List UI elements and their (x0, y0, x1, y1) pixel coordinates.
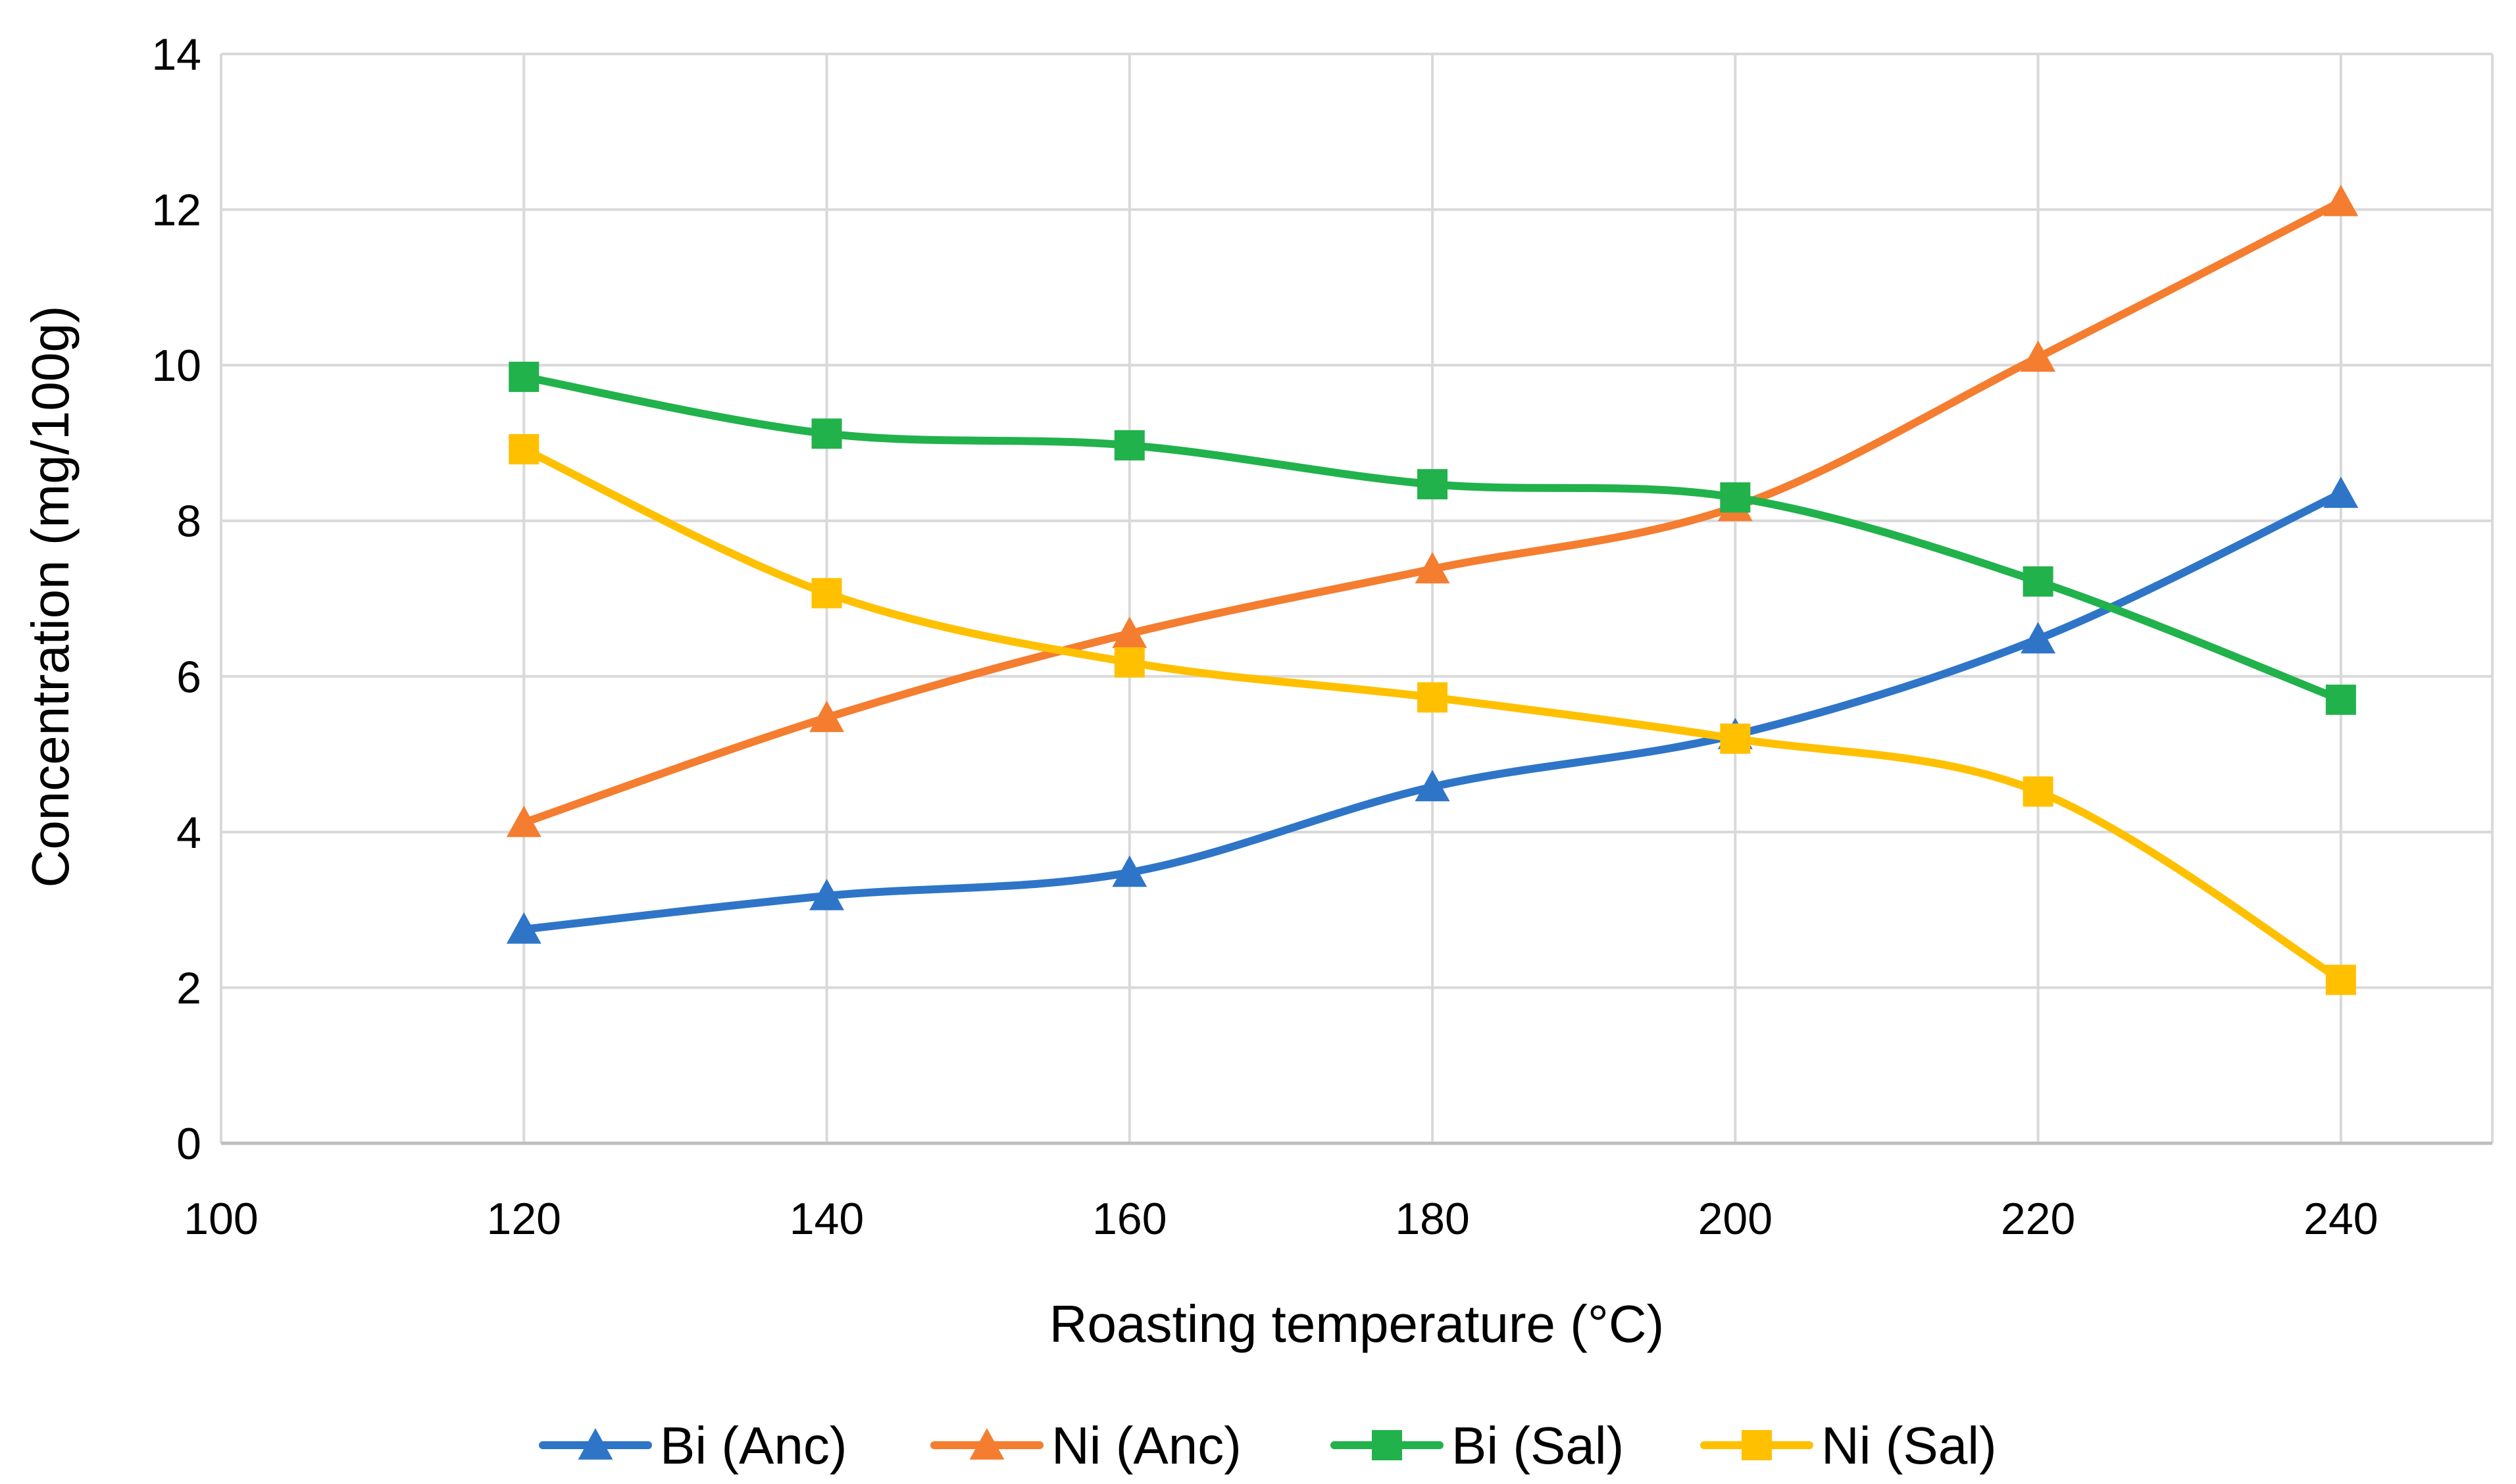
series-ni-sal (509, 433, 2356, 995)
data-point-marker (1720, 482, 1751, 513)
y-tick-label: 6 (176, 652, 201, 702)
data-point-marker (811, 418, 842, 449)
y-tick-labels: 0 2 4 6 8 10 12 14 (151, 30, 201, 1169)
legend-label: Bi (Anc) (660, 1416, 847, 1475)
y-axis-title: Concentration (mg/100g) (21, 306, 80, 888)
legend-item: Ni (Sal) (1700, 1416, 1997, 1475)
data-point-marker (1112, 616, 1147, 649)
legend: Bi (Anc) Ni (Anc) Bi (Sal) Ni (Sal) (539, 1416, 1997, 1475)
x-tick-label: 100 (184, 1194, 258, 1244)
data-point-marker (2325, 964, 2356, 995)
data-point-marker (2021, 622, 2056, 654)
data-point-marker (509, 433, 540, 464)
legend-swatch-marker (1742, 1430, 1772, 1460)
grid-lines (220, 53, 2494, 1143)
y-tick-label: 4 (176, 808, 201, 858)
data-point-marker (2023, 566, 2053, 597)
legend-item: Bi (Anc) (539, 1416, 847, 1475)
x-tick-label: 240 (2303, 1194, 2378, 1244)
legend-item: Bi (Sal) (1330, 1416, 1624, 1475)
series-bi-sal (509, 361, 2356, 715)
data-point-marker (1417, 469, 1448, 500)
data-point-marker (1417, 682, 1448, 713)
y-tick-label: 12 (151, 186, 201, 235)
x-tick-label: 140 (790, 1194, 864, 1244)
data-point-marker (2323, 476, 2359, 508)
data-point-marker (2325, 684, 2356, 715)
x-tick-label: 180 (1395, 1194, 1469, 1244)
data-point-marker (2021, 340, 2056, 372)
data-point-marker (811, 578, 842, 608)
data-point-marker (1112, 855, 1147, 887)
data-point-marker (1114, 430, 1145, 460)
legend-label: Ni (Anc) (1051, 1416, 1242, 1475)
x-tick-label: 120 (487, 1194, 561, 1244)
data-point-marker (506, 912, 541, 944)
series-group (506, 184, 2359, 995)
x-tick-label: 220 (2001, 1194, 2075, 1244)
y-tick-label: 2 (176, 963, 201, 1013)
data-point-marker (1114, 647, 1145, 678)
data-point-marker (509, 361, 540, 392)
data-point-marker (2323, 184, 2359, 216)
data-point-marker (809, 701, 844, 732)
data-point-marker (809, 879, 844, 910)
x-tick-label: 200 (1698, 1194, 1773, 1244)
x-axis-title: Roasting temperature (°C) (1049, 1295, 1665, 1353)
legend-label: Ni (Sal) (1821, 1416, 1997, 1475)
legend-item: Ni (Anc) (930, 1416, 1242, 1475)
x-tick-labels: 100 120 140 160 180 200 220 240 (184, 1194, 2378, 1244)
y-tick-label: 10 (151, 341, 201, 391)
legend-label: Bi (Sal) (1451, 1416, 1624, 1475)
data-point-marker (1415, 552, 1450, 583)
data-point-marker (1415, 770, 1450, 802)
data-point-marker (1720, 723, 1751, 754)
legend-swatch-marker (969, 1428, 1005, 1460)
y-tick-label: 8 (176, 497, 201, 547)
legend-swatch-marker (578, 1428, 613, 1460)
data-point-marker (2023, 776, 2053, 807)
x-tick-label: 160 (1092, 1194, 1167, 1244)
y-tick-label: 14 (151, 30, 201, 80)
y-tick-label: 0 (176, 1119, 201, 1169)
data-point-marker (506, 805, 541, 837)
legend-swatch-marker (1372, 1430, 1402, 1460)
